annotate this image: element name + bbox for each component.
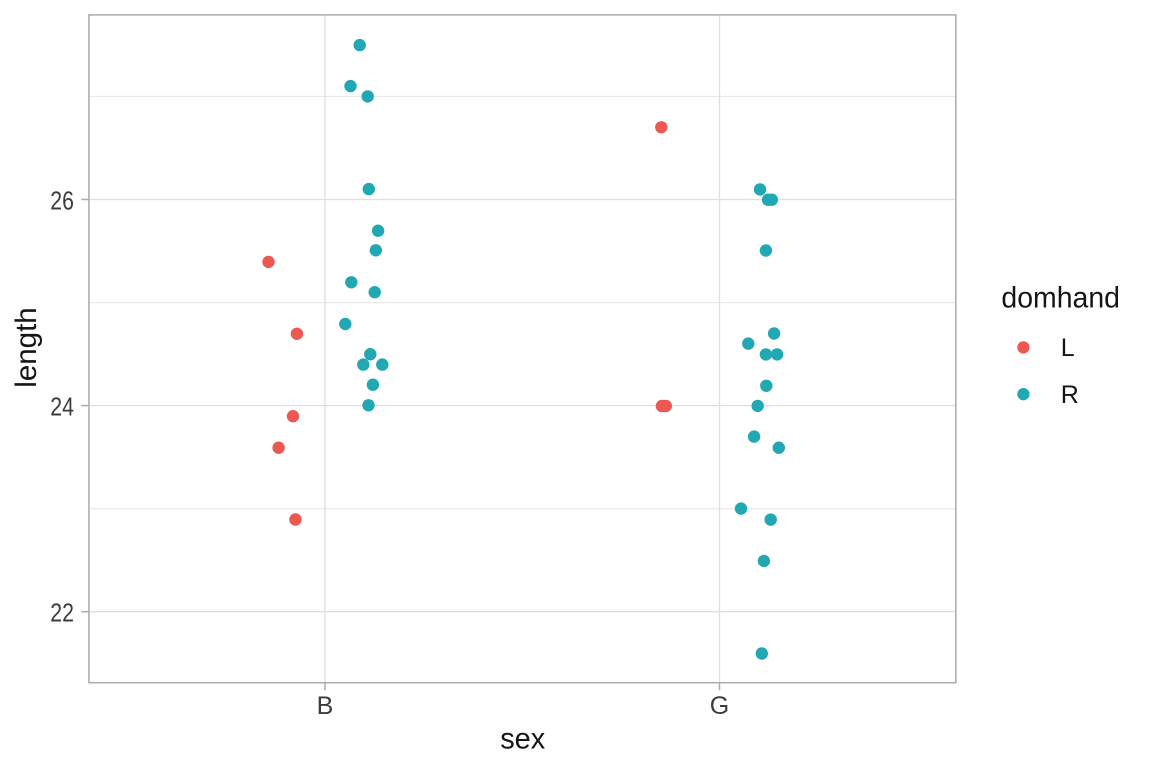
svg-text:22: 22: [50, 600, 74, 628]
svg-text:domhand: domhand: [1001, 282, 1120, 315]
svg-text:G: G: [710, 692, 729, 720]
svg-text:length: length: [10, 307, 43, 388]
svg-text:26: 26: [50, 187, 74, 215]
svg-text:L: L: [1061, 334, 1075, 362]
svg-text:B: B: [317, 692, 334, 720]
svg-text:R: R: [1061, 381, 1079, 409]
svg-text:24: 24: [50, 394, 74, 422]
svg-text:sex: sex: [500, 723, 545, 756]
